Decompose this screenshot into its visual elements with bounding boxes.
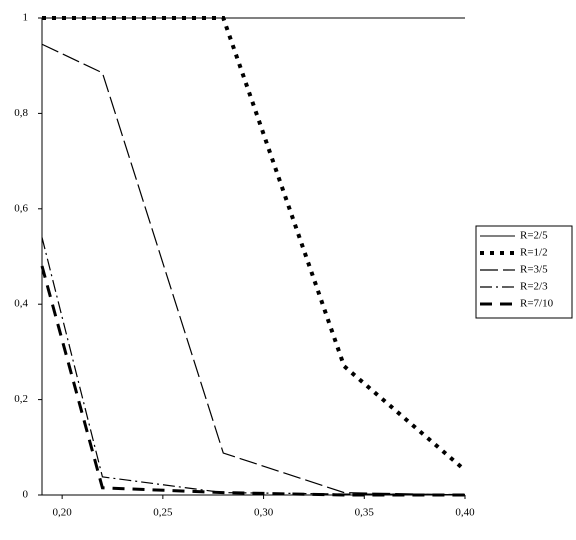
y-tick-label: 0,4 — [14, 298, 28, 310]
x-tick-label: 0,20 — [53, 507, 73, 519]
y-tick-label: 1 — [23, 12, 29, 24]
legend-box — [475, 225, 573, 319]
legend-label: R=1/2 — [520, 247, 548, 259]
y-tick-label: 0,2 — [14, 393, 28, 405]
series-line — [40, 265, 465, 497]
x-tick-label: 0,25 — [153, 507, 173, 519]
x-tick-label: 0,35 — [355, 507, 375, 519]
series-line — [42, 16, 467, 472]
legend-label: R=3/5 — [520, 264, 548, 276]
x-tick-label: 0,40 — [455, 507, 475, 519]
y-tick-label: 0,8 — [14, 107, 28, 119]
series-line — [41, 237, 466, 496]
x-tick-label: 0,30 — [254, 507, 274, 519]
y-tick-label: 0,6 — [14, 202, 28, 214]
legend-label: R=7/10 — [520, 298, 554, 310]
series-line — [41, 43, 466, 496]
legend-label: R=2/3 — [520, 281, 548, 293]
legend-label: R=2/5 — [520, 230, 548, 242]
y-tick-label: 0 — [23, 489, 29, 501]
